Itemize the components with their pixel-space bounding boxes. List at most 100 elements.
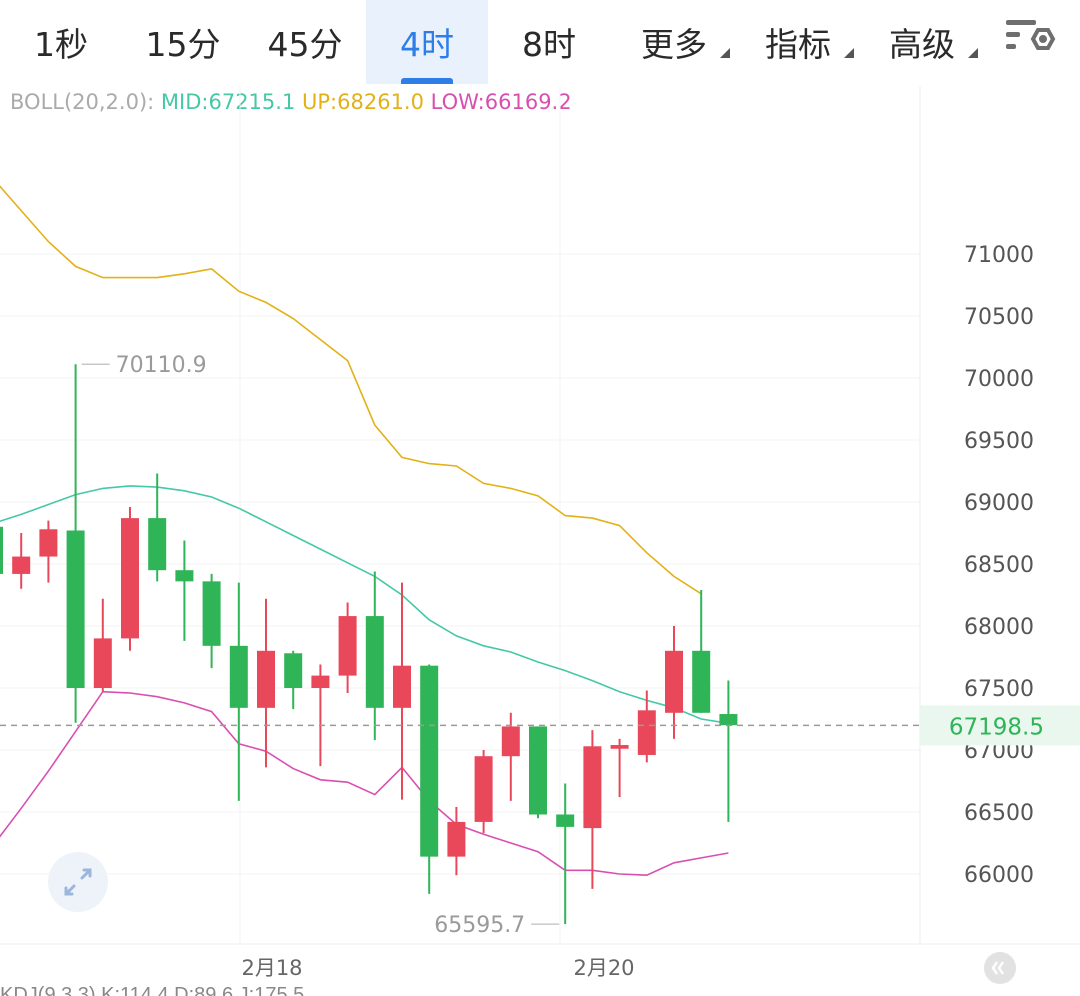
double-chevron-icon xyxy=(991,961,1004,975)
candle-body xyxy=(284,653,303,688)
candle-body xyxy=(229,645,248,708)
tab-label: 更多 xyxy=(641,25,707,64)
max-price-label: 70110.9 xyxy=(116,353,207,378)
candle xyxy=(121,506,139,651)
price-tick-label: 66500 xyxy=(964,801,1034,826)
candle xyxy=(692,590,711,713)
dropdown-triangle-icon xyxy=(720,48,730,58)
tab-label: 高级 xyxy=(889,25,955,64)
candle-body xyxy=(338,616,357,676)
price-tick-label: 67500 xyxy=(964,677,1034,702)
candle-body xyxy=(447,821,466,857)
boll-legend: BOLL(20,2.0): MID:67215.1 UP:68261.0 LOW… xyxy=(10,90,572,114)
tab-4h[interactable]: 4时 xyxy=(366,0,488,84)
boll-lines xyxy=(0,185,729,877)
candle xyxy=(202,573,221,669)
time-tick-label: 2月20 xyxy=(573,956,634,980)
candle-body xyxy=(365,616,384,708)
price-tick-label: 67000 xyxy=(964,739,1034,764)
candle xyxy=(93,598,112,692)
candle xyxy=(474,750,493,834)
boll-low-value: LOW:66169.2 xyxy=(430,90,572,114)
candle xyxy=(311,664,330,767)
tab-15m[interactable]: 15分 xyxy=(122,0,244,84)
candle-body xyxy=(501,726,520,757)
timeframe-toolbar: 1秒 15分 45分 4时 8时 更多 指标 高级 xyxy=(0,0,1080,84)
current-price-value: 67198.5 xyxy=(949,714,1044,740)
candle xyxy=(229,582,248,801)
price-tick-label: 70000 xyxy=(964,367,1034,392)
candle-body xyxy=(583,746,602,829)
candle xyxy=(529,726,547,819)
scroll-to-latest-button[interactable] xyxy=(984,952,1016,984)
candle-body xyxy=(257,650,275,708)
kdj-legend: KDJ(9,3,3) K:114.4 D:89.6 J:175.5 xyxy=(0,984,305,996)
price-axis: 66000 66500 67000 67500 68000 68500 69000 69500… xyxy=(964,243,1034,888)
candle-body xyxy=(529,726,547,815)
candle-body xyxy=(610,745,629,749)
price-tick-label: 69500 xyxy=(964,429,1034,454)
candle-body xyxy=(311,675,330,688)
candle-body xyxy=(12,556,31,574)
tab-8h[interactable]: 8时 xyxy=(488,0,610,84)
candle xyxy=(338,602,357,693)
chart-settings-icon[interactable] xyxy=(1004,16,1056,64)
time-axis: 2月18 2月20 xyxy=(241,956,634,980)
tab-indicators[interactable]: 指标 xyxy=(738,0,858,84)
price-tick-label: 69000 xyxy=(964,491,1034,516)
candle xyxy=(583,730,602,889)
candle xyxy=(610,738,629,798)
candle-body xyxy=(637,710,656,755)
boll-name: BOLL(20,2.0): xyxy=(10,90,155,114)
tab-45m[interactable]: 45分 xyxy=(244,0,366,84)
price-tick-label: 71000 xyxy=(964,243,1034,268)
candle xyxy=(393,582,411,800)
candle xyxy=(447,807,466,876)
boll-up-value: UP:68261.0 xyxy=(302,90,424,114)
expand-chart-button[interactable] xyxy=(48,852,108,912)
candle xyxy=(175,540,194,641)
candle-body xyxy=(393,665,411,708)
tab-label: 45分 xyxy=(267,25,343,64)
boll-lower-line xyxy=(0,690,729,877)
candle-body xyxy=(474,756,493,822)
price-tick-label: 66000 xyxy=(964,863,1034,888)
dropdown-triangle-icon xyxy=(844,48,854,58)
candles xyxy=(0,364,738,925)
candle xyxy=(637,690,656,763)
candle-body xyxy=(93,638,112,688)
tab-advanced[interactable]: 高级 xyxy=(862,0,982,84)
boll-middle-line xyxy=(0,485,729,725)
price-tick-label: 70500 xyxy=(964,305,1034,330)
candle-body xyxy=(665,650,683,713)
boll-mid-value: MID:67215.1 xyxy=(160,90,296,114)
price-tick-label: 68000 xyxy=(964,615,1034,640)
candle xyxy=(39,520,58,583)
candle-body xyxy=(692,650,711,713)
tab-more[interactable]: 更多 xyxy=(614,0,734,84)
time-tick-label: 2月18 xyxy=(241,956,302,980)
candle xyxy=(665,626,683,739)
candle xyxy=(12,533,31,589)
candle-body xyxy=(420,665,439,857)
candle-body xyxy=(148,518,167,571)
candle-body xyxy=(121,518,139,639)
candle xyxy=(284,650,303,710)
boll-upper-line xyxy=(0,185,702,595)
candle-body xyxy=(556,814,575,827)
candle-body xyxy=(175,570,194,582)
candle xyxy=(66,364,85,723)
candle xyxy=(420,664,439,894)
candle xyxy=(0,526,3,574)
tab-label: 1秒 xyxy=(34,25,88,64)
tab-1s[interactable]: 1秒 xyxy=(0,0,122,84)
candle xyxy=(556,783,575,925)
price-markers: 67198.5 70110.9 65595.7 xyxy=(0,353,1080,938)
current-price-tag xyxy=(920,705,1080,746)
tab-label: 4时 xyxy=(400,25,454,64)
candle-body xyxy=(39,529,58,557)
expand-icon xyxy=(64,868,92,896)
candle-body xyxy=(0,526,3,574)
candle-body xyxy=(202,581,221,646)
